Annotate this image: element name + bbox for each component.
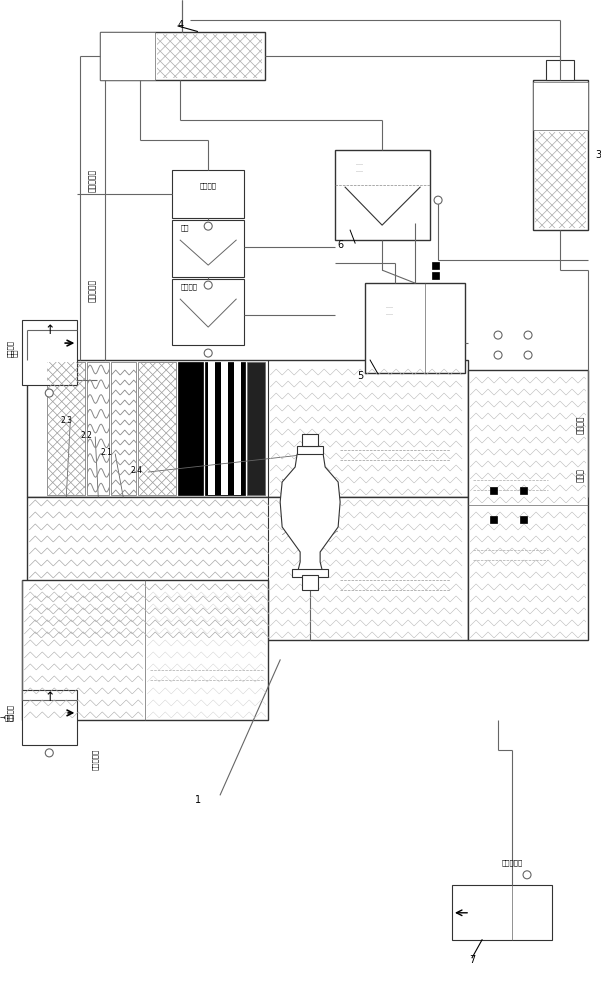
Text: 7: 7 [469,955,475,965]
Bar [519,487,526,494]
Bar [533,80,588,230]
Polygon shape [280,454,340,572]
Text: 3: 3 [595,150,601,160]
Bar [468,370,588,640]
Bar [47,362,85,495]
Bar [178,362,203,495]
Circle shape [494,351,502,359]
Text: ----: ---- [386,313,394,318]
Circle shape [45,389,53,397]
Bar [490,487,496,494]
Bar [432,262,439,269]
Bar [22,580,268,720]
Bar [302,575,318,590]
Bar [100,32,155,80]
Bar [452,885,552,940]
Bar [172,279,244,345]
Text: 1: 1 [195,795,201,805]
Bar [111,362,136,495]
Text: 2.3: 2.3 [60,416,72,425]
Bar [247,362,265,495]
Text: 2.1: 2.1 [100,448,112,457]
Text: 草酸: 草酸 [180,225,189,231]
Bar [27,360,468,497]
Text: ----: ---- [356,170,364,175]
Text: 补充工艺水: 补充工艺水 [88,279,97,302]
Text: ----: ---- [386,306,394,311]
Text: →烟气: →烟气 [0,715,14,721]
Text: 补充工艺水: 补充工艺水 [92,749,99,770]
Circle shape [204,349,212,357]
Bar [302,434,318,446]
Bar [546,60,574,80]
Bar [335,150,430,240]
Bar [297,446,323,454]
Bar [208,362,215,495]
Bar [87,362,109,495]
Text: 6: 6 [337,240,343,250]
Text: 循环水箱: 循环水箱 [200,183,217,189]
Text: ↑: ↑ [44,691,55,704]
Bar [138,362,176,495]
Bar [432,272,439,279]
Circle shape [434,196,442,204]
Circle shape [494,331,502,339]
Text: 补充氨水: 补充氨水 [576,416,585,434]
Bar [533,82,588,130]
Text: 2.2: 2.2 [81,431,92,440]
Text: 鼓压风机: 鼓压风机 [7,704,14,721]
Circle shape [523,871,531,879]
Circle shape [204,222,212,230]
Bar [365,283,465,373]
Circle shape [45,749,53,757]
Text: 4: 4 [177,20,183,30]
Bar [27,497,468,640]
Text: 补充工艺水: 补充工艺水 [88,169,97,192]
Circle shape [524,331,532,339]
Bar [172,170,244,218]
Bar [22,320,78,385]
Bar [172,220,244,277]
Bar [519,516,526,523]
Text: 2.4: 2.4 [130,466,142,475]
Text: 蒸氨水: 蒸氨水 [576,468,585,482]
Text: ----: ---- [356,163,364,168]
Text: 鼓压风机: 鼓压风机 [7,340,14,357]
Bar [22,690,78,745]
Text: ↑: ↑ [44,324,55,337]
Bar [292,569,328,577]
Circle shape [524,351,532,359]
Circle shape [204,281,212,289]
Text: 硫酸亚铁: 硫酸亚铁 [180,284,197,290]
Bar [100,32,265,80]
Bar [221,362,228,495]
Text: 烟气: 烟气 [11,349,17,357]
Text: 草酸铵产品: 草酸铵产品 [501,860,523,866]
Text: 5: 5 [357,371,363,381]
Bar [205,362,245,495]
Bar [490,516,496,523]
Bar [234,362,241,495]
